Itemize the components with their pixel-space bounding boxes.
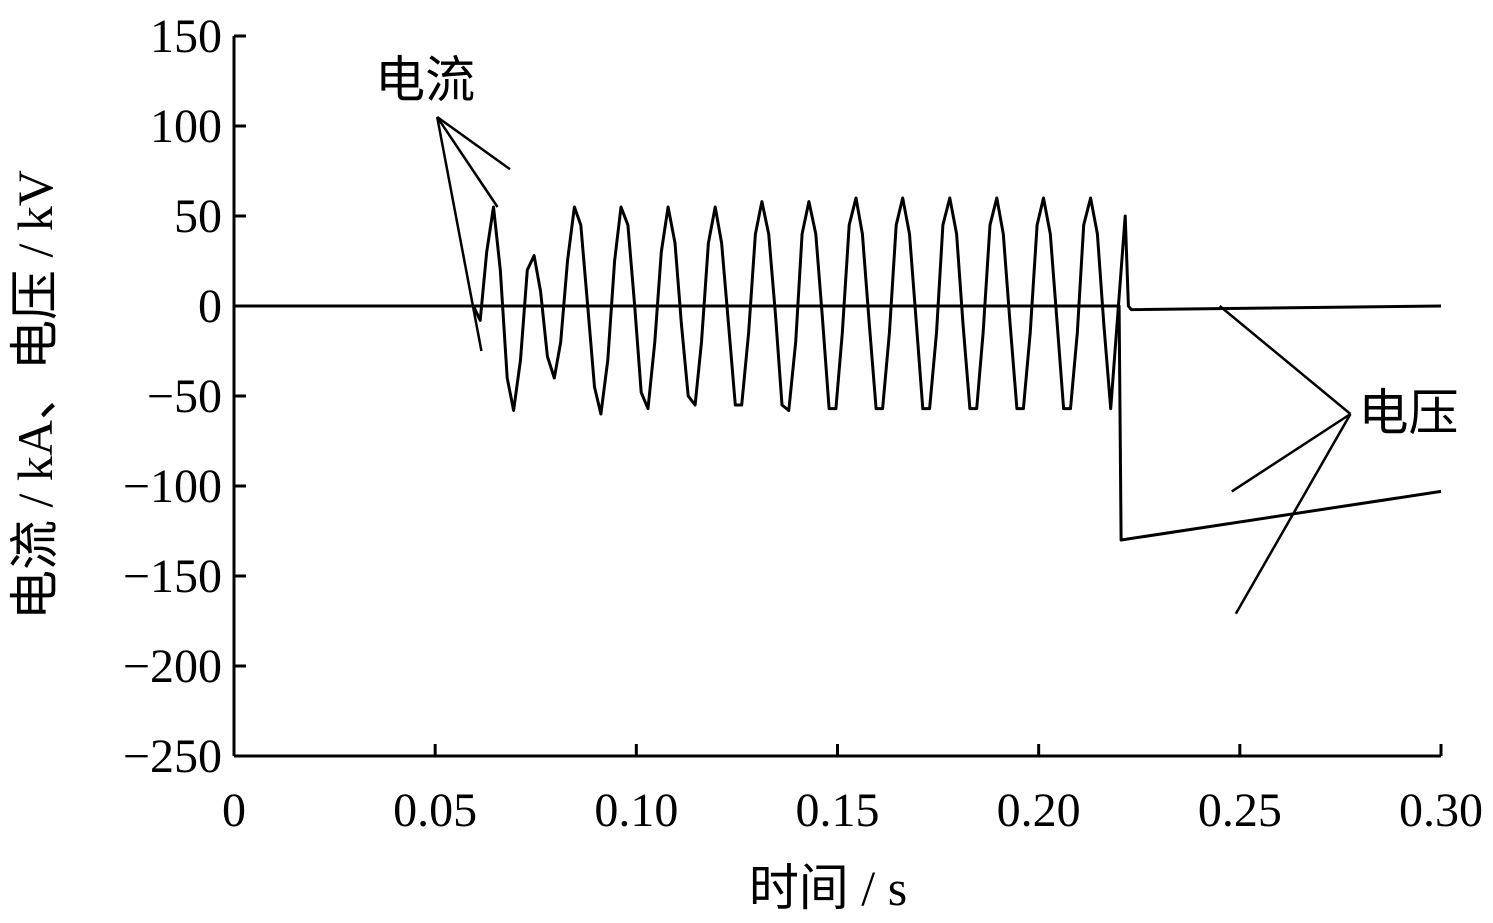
annotation-leader-line [436, 116, 499, 208]
annotation-leader-line [435, 116, 483, 352]
x-axis-title: 时间 / s [749, 860, 907, 916]
y-tick-label: −250 [123, 730, 222, 783]
x-tick-label: 0.25 [1198, 784, 1282, 837]
x-tick-label: 0.30 [1399, 784, 1483, 837]
y-tick-label: −200 [123, 640, 222, 693]
y-tick-label: −150 [123, 550, 222, 603]
x-tick-label: 0.20 [997, 784, 1081, 837]
y-axis-title: 电流 / kA、电压 / kV [7, 170, 63, 620]
annotation-leader-line [436, 115, 511, 171]
y-tick-label: 50 [174, 190, 222, 243]
y-tick-label: 100 [150, 100, 222, 153]
x-tick-label: 0.15 [796, 784, 880, 837]
y-tick-label: −100 [123, 460, 222, 513]
x-tick-label: 0 [222, 784, 246, 837]
annotation-label: 电压 [1358, 385, 1458, 441]
x-tick-label: 0.10 [594, 784, 678, 837]
y-tick-label: 0 [198, 280, 222, 333]
voltage-series-line [234, 304, 1442, 542]
y-tick-label: 150 [150, 10, 222, 63]
x-tick-label: 0.05 [393, 784, 477, 837]
annotation-leader-line [1218, 305, 1352, 415]
annotation-label: 电流 [375, 52, 475, 108]
annotation-leader-line [1231, 412, 1352, 493]
plot-area [234, 196, 1442, 542]
y-tick-label: −50 [147, 370, 222, 423]
current-series-line [234, 196, 1442, 416]
annotation-leader-line [1234, 413, 1352, 615]
